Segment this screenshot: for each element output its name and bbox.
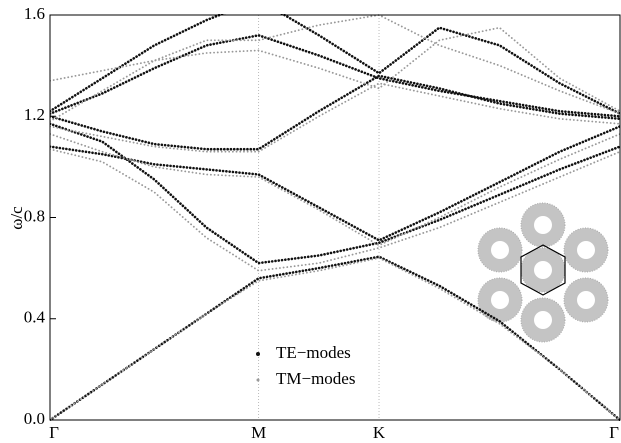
legend-label: TE−modes xyxy=(276,343,351,362)
x-tick-label: M xyxy=(251,423,266,442)
legend-label: TM−modes xyxy=(276,369,355,388)
band-line xyxy=(50,14,620,115)
y-axis-label: ω/c xyxy=(7,206,26,230)
band-line xyxy=(50,148,620,272)
hole xyxy=(577,241,595,259)
hole xyxy=(577,291,595,309)
hole xyxy=(534,311,552,329)
hole xyxy=(491,291,509,309)
hole xyxy=(491,241,509,259)
unit-cell xyxy=(520,244,566,296)
band-line xyxy=(50,26,620,113)
y-tick-label: 1.2 xyxy=(24,105,45,124)
plot-frame xyxy=(49,14,621,421)
y-tick-label: 0.0 xyxy=(24,409,45,428)
band-line xyxy=(50,125,620,242)
y-tick-label: 0.4 xyxy=(24,308,46,327)
legend-marker xyxy=(256,378,260,382)
y-tick-label: 1.6 xyxy=(24,4,45,23)
hole xyxy=(534,216,552,234)
y-tick-label: 0.8 xyxy=(24,206,45,225)
band-line xyxy=(50,255,620,421)
band-line xyxy=(50,33,620,118)
band-line xyxy=(50,122,620,265)
x-tick-label: K xyxy=(373,423,386,442)
band-line xyxy=(50,82,620,153)
band-line xyxy=(50,257,620,421)
plot-area xyxy=(50,14,620,421)
band-line xyxy=(50,14,620,123)
lattice-holes xyxy=(491,216,595,329)
x-tick-label: Γ xyxy=(49,423,59,442)
hole xyxy=(534,261,552,279)
band-line xyxy=(50,74,620,151)
x-tick-label: Γ xyxy=(609,423,619,442)
legend-marker xyxy=(256,352,260,356)
